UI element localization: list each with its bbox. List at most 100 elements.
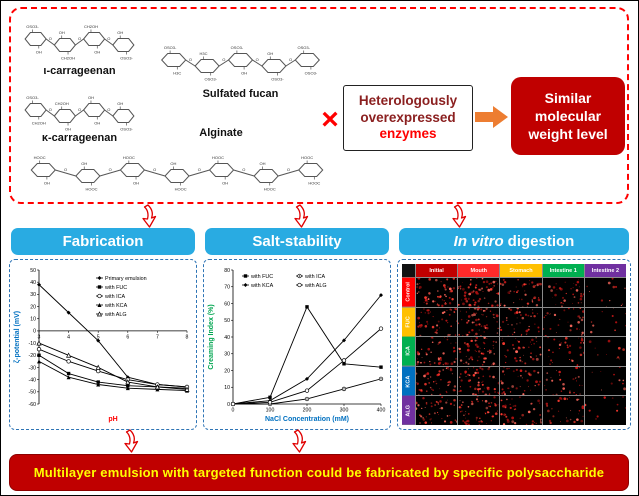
svg-text:O: O [222, 57, 225, 62]
svg-text:40: 40 [30, 280, 36, 286]
flow-arrow-down-icon [288, 429, 310, 453]
similar-weight-result-box: Similar molecular weight level [511, 77, 625, 155]
digestion-column-header: Mouth [458, 264, 500, 277]
svg-text:O: O [64, 167, 67, 172]
svg-text:O: O [78, 36, 81, 41]
salt-stability-panel-header: Salt-stability [205, 228, 389, 255]
svg-text:ζ-potential (mV): ζ-potential (mV) [14, 311, 21, 363]
svg-text:O: O [242, 167, 245, 172]
svg-text:O: O [153, 167, 156, 172]
svg-text:40: 40 [224, 335, 230, 341]
svg-text:OSO3-: OSO3- [297, 45, 310, 50]
micrograph-cell [500, 307, 542, 337]
svg-text:O: O [107, 36, 110, 41]
svg-text:OH: OH [241, 71, 247, 76]
svg-text:Primary emulsion: Primary emulsion [105, 276, 147, 282]
svg-text:HOOC: HOOC [212, 155, 224, 160]
svg-text:0: 0 [227, 402, 230, 408]
svg-text:HOOC: HOOC [85, 187, 97, 192]
svg-text:CH2OH: CH2OH [61, 56, 75, 61]
svg-text:with ALG: with ALG [304, 283, 327, 289]
svg-text:30: 30 [224, 352, 230, 358]
svg-text:8: 8 [186, 334, 189, 340]
conclusion-banner: Multilayer emulsion with targeted functi… [9, 454, 629, 491]
micrograph-speckles [591, 366, 626, 391]
micrograph-speckles [500, 278, 542, 307]
svg-text:O: O [289, 57, 292, 62]
digestion-column-header: Intestine 1 [542, 264, 584, 277]
orange-arrow-icon [475, 103, 509, 131]
digestion-row-header: FUC [402, 307, 415, 337]
micrograph-speckles [543, 366, 583, 396]
svg-text:with FUC: with FUC [250, 274, 273, 280]
digestion-column-header: Initial [416, 264, 458, 277]
svg-text:OH: OH [133, 181, 139, 186]
svg-text:60: 60 [224, 301, 230, 307]
svg-text:-50: -50 [29, 390, 37, 396]
svg-text:O: O [189, 57, 192, 62]
svg-text:3: 3 [38, 334, 41, 340]
svg-text:H3C: H3C [173, 71, 181, 76]
svg-text:OH: OH [44, 181, 50, 186]
svg-text:OH: OH [267, 51, 273, 56]
digestion-title-italic: In vitro [453, 233, 504, 250]
enzyme-box-line2: overexpressed [360, 109, 456, 125]
svg-text:O: O [78, 107, 81, 112]
svg-text:OSO3-: OSO3- [231, 45, 244, 50]
svg-text:OH: OH [81, 161, 87, 166]
svg-text:HOOC: HOOC [264, 187, 276, 192]
micrograph-speckles [416, 337, 457, 366]
svg-text:-60: -60 [29, 402, 37, 408]
svg-text:O: O [256, 57, 259, 62]
svg-text:H3C: H3C [199, 51, 207, 56]
svg-text:OSO3-: OSO3- [204, 77, 217, 82]
svg-text:OSO3-: OSO3- [164, 45, 177, 50]
svg-text:pH: pH [108, 416, 117, 423]
svg-text:7: 7 [156, 334, 159, 340]
digestion-row-header: ICA [402, 337, 415, 366]
svg-text:with FUC: with FUC [104, 285, 127, 291]
digestion-column-header: Intestine 2 [584, 264, 626, 277]
micrograph-speckles [500, 307, 541, 337]
micrograph-cell [500, 278, 542, 307]
micrograph-speckles [588, 339, 625, 360]
svg-text:OH: OH [59, 30, 65, 35]
svg-text:OH: OH [94, 50, 100, 55]
sulfated-fucan-label: Sulfated fucan [202, 88, 279, 100]
svg-text:OH: OH [260, 161, 266, 166]
svg-text:0: 0 [232, 408, 235, 414]
svg-text:HOOC: HOOC [123, 155, 135, 160]
chart-canvas: -60 -50 -40 -30 -20 -10 0 10 20 30 40 50 3 4 5 6 7 8 pH ζ-p… [14, 268, 190, 423]
micrograph-speckles [501, 337, 542, 365]
enzyme-box: Heterologously overexpressed enzymes [343, 85, 473, 151]
svg-text:OH: OH [117, 30, 123, 35]
micrograph-cell [416, 366, 458, 396]
svg-text:HOOC: HOOC [34, 155, 46, 160]
fabrication-panel-header: Fabrication [11, 228, 195, 255]
molecule-structure-svg: OSO3- H3C O H3C OSO3- O OSO3- OH O OH OSO3- O OSO3- O… [161, 45, 320, 82]
svg-text:OH: OH [65, 127, 71, 132]
digestion-grid-corner [402, 264, 415, 277]
micrograph-cell [458, 366, 500, 396]
svg-text:4: 4 [67, 334, 70, 340]
svg-text:OSO3-: OSO3- [305, 71, 318, 76]
svg-text:Creaming Index (%): Creaming Index (%) [208, 304, 215, 369]
micrograph-speckles [417, 307, 458, 337]
svg-text:with ICA: with ICA [304, 274, 325, 280]
flow-arrow-down-icon [448, 204, 470, 228]
svg-text:OSO3-: OSO3- [120, 56, 133, 61]
micrograph-cell [458, 278, 500, 307]
micrograph-cell [416, 337, 458, 366]
digestion-row-header: Control [402, 278, 415, 307]
digestion-panel-header: In vitro digestion [399, 228, 629, 255]
micrograph-speckles [416, 278, 458, 307]
svg-text:100: 100 [266, 408, 275, 414]
fabrication-title: Fabrication [62, 233, 144, 250]
micrograph-speckles [416, 366, 457, 396]
svg-text:300: 300 [340, 408, 349, 414]
svg-text:O: O [49, 36, 52, 41]
micrograph-cell [542, 396, 584, 425]
digestion-column-header: Stomach [500, 264, 542, 277]
svg-text:O: O [287, 167, 290, 172]
